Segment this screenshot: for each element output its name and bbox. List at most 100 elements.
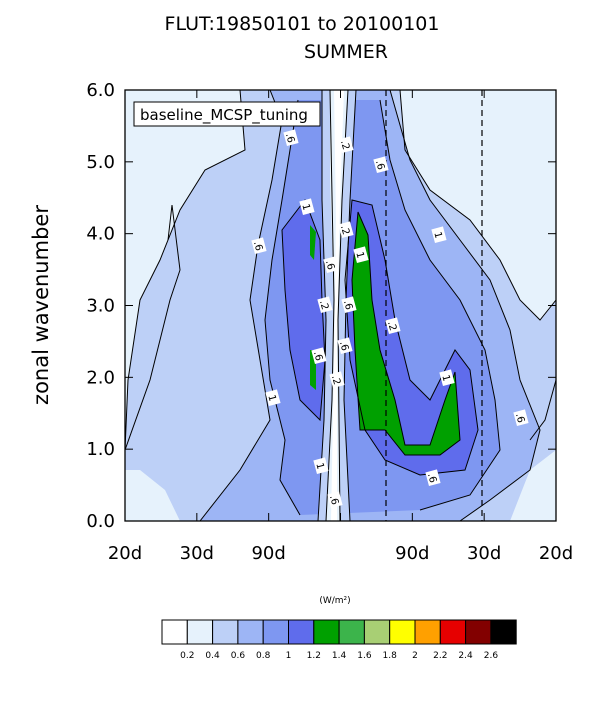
contour-label: 1 [439, 369, 455, 387]
contour-label-text: .6 [327, 494, 340, 506]
x-tick-label: 20d [108, 543, 142, 564]
contour-label-bg [311, 347, 327, 365]
contour-label: .6 [251, 237, 267, 255]
colorbar-swatch [161, 619, 188, 645]
colorbar-swatch [237, 619, 264, 645]
colorbar-swatch [389, 619, 416, 645]
contour-label-text: 1 [265, 394, 277, 403]
colorbar-swatch [338, 619, 365, 645]
contour-label-bg [385, 317, 401, 335]
contour-fill [125, 90, 556, 521]
colorbar: 0.2 0.4 0.6 0.8 1 1.2 1.4 1.6 1.8 2 2.2 2.4 2.6 [161, 619, 517, 661]
contour-label-bg [317, 296, 333, 314]
contour-line [199, 90, 283, 521]
contour-label-bg [513, 409, 529, 427]
chart-subtitle: SUMMER [304, 41, 388, 63]
x-axis: 20d 30d 90d 90d 30d 20d [108, 90, 573, 564]
contour-label: .2 [338, 136, 354, 154]
contour-label-text: .2 [338, 139, 351, 151]
contour-label-text: .6 [373, 159, 386, 171]
units-label: (W/m²) [319, 596, 350, 606]
fill-0.2-0.4-right-top [400, 90, 556, 320]
contour-label: .6 [323, 256, 339, 274]
y-tick-label: 5.0 [86, 152, 115, 173]
contour-label-text: .2 [385, 320, 398, 332]
colorbar-label: 2.6 [484, 651, 499, 661]
contour-label: .2 [338, 221, 354, 239]
contour-label-text: .6 [341, 299, 354, 311]
y-axis-label: zonal wavenumber [29, 205, 53, 405]
contour-label: .6 [337, 337, 353, 355]
x-tick-label: 20d [539, 543, 573, 564]
y-axis: 0.0 1.0 2.0 3.0 4.0 5.0 6.0 [86, 80, 556, 532]
contour-label: 1 [431, 226, 447, 244]
contour-label: .6 [283, 129, 299, 147]
y-tick-label: 6.0 [86, 80, 115, 101]
colorbar-label: 1.4 [332, 651, 347, 661]
colorbar-swatch [288, 619, 315, 645]
contour-label-text: .6 [337, 340, 350, 352]
contour-label-text: .2 [317, 299, 330, 311]
contour-label-text: .6 [323, 259, 336, 271]
contour-line [529, 379, 556, 441]
colorbar-swatch [439, 619, 467, 645]
fill-1.2-1.4-a [310, 225, 316, 260]
contour-label-text: 1 [353, 251, 365, 260]
contour-label-bg [338, 221, 354, 239]
y-tick-label: 4.0 [86, 224, 115, 245]
fill-0.2-0.4-left-top [125, 90, 245, 450]
contour-label: 1 [313, 457, 329, 475]
colorbar-label: 1 [286, 651, 292, 661]
colorbar-label: 2.4 [458, 651, 473, 661]
contour-line [281, 198, 326, 422]
contour-label-text: .2 [329, 374, 342, 386]
colorbar-label: 1.2 [307, 651, 321, 661]
contour-label-bg [299, 198, 315, 216]
fill-1.2-1.4-c [352, 212, 460, 455]
contour-label-text: .6 [425, 472, 438, 484]
contour-label: 1 [299, 198, 315, 216]
contour-labels: .6 1 .2 .6 .6 1 .6 1 .2 .6 .6 .2 .6 1 1 .6 1 .6 .6 .2 .2 [251, 129, 529, 509]
contour-label-bg [327, 491, 343, 509]
contour-label: .6 [311, 347, 327, 365]
contour-label: .6 [373, 156, 389, 174]
contour-label: 1 [353, 246, 369, 264]
colorbar-swatch [414, 619, 441, 645]
legend-label: baseline_MCSP_tuning [140, 106, 308, 125]
contour-label-bg [313, 457, 329, 475]
contour-label-text: 1 [431, 231, 443, 240]
contour-line [317, 90, 327, 521]
contour-line [389, 90, 541, 521]
chart-title: FLUT:19850101 to 20100101 [165, 13, 440, 35]
contour-line [351, 211, 461, 456]
contour-label-bg [341, 296, 357, 314]
colorbar-label: 1.6 [357, 651, 372, 661]
contour-label-bg [431, 226, 447, 244]
colorbar-swatch [212, 619, 239, 645]
contour-label-bg [439, 369, 455, 387]
contour-label-bg [353, 246, 369, 264]
x-tick-label: 30d [180, 543, 214, 564]
contour-label: .6 [327, 491, 343, 509]
contour-line [125, 204, 181, 451]
contour-label: 1 [265, 389, 281, 407]
y-tick-label: 0.0 [86, 511, 115, 532]
contour-line [325, 90, 335, 521]
colorbar-swatch [186, 619, 214, 645]
colorbar-label: 0.6 [231, 651, 246, 661]
colorbar-label: 2 [412, 651, 418, 661]
contour-label-bg [329, 371, 345, 389]
contour-label: .2 [329, 371, 345, 389]
x-tick-label: 90d [251, 543, 285, 564]
fill-0.2-0.4-left-bottom [125, 470, 180, 521]
contour-label: .2 [317, 296, 333, 314]
colorbar-swatch [465, 619, 492, 645]
x-tick-label: 90d [395, 543, 429, 564]
y-tick-label: 1.0 [86, 439, 115, 460]
fill-0.2-0.4-right-bottom [510, 450, 556, 521]
colorbar-swatch [363, 619, 391, 645]
contour-label-bg [265, 389, 281, 407]
y-tick-label: 3.0 [86, 296, 115, 317]
y-tick-label: 2.0 [86, 367, 115, 388]
colorbar-label: 1.8 [383, 651, 398, 661]
